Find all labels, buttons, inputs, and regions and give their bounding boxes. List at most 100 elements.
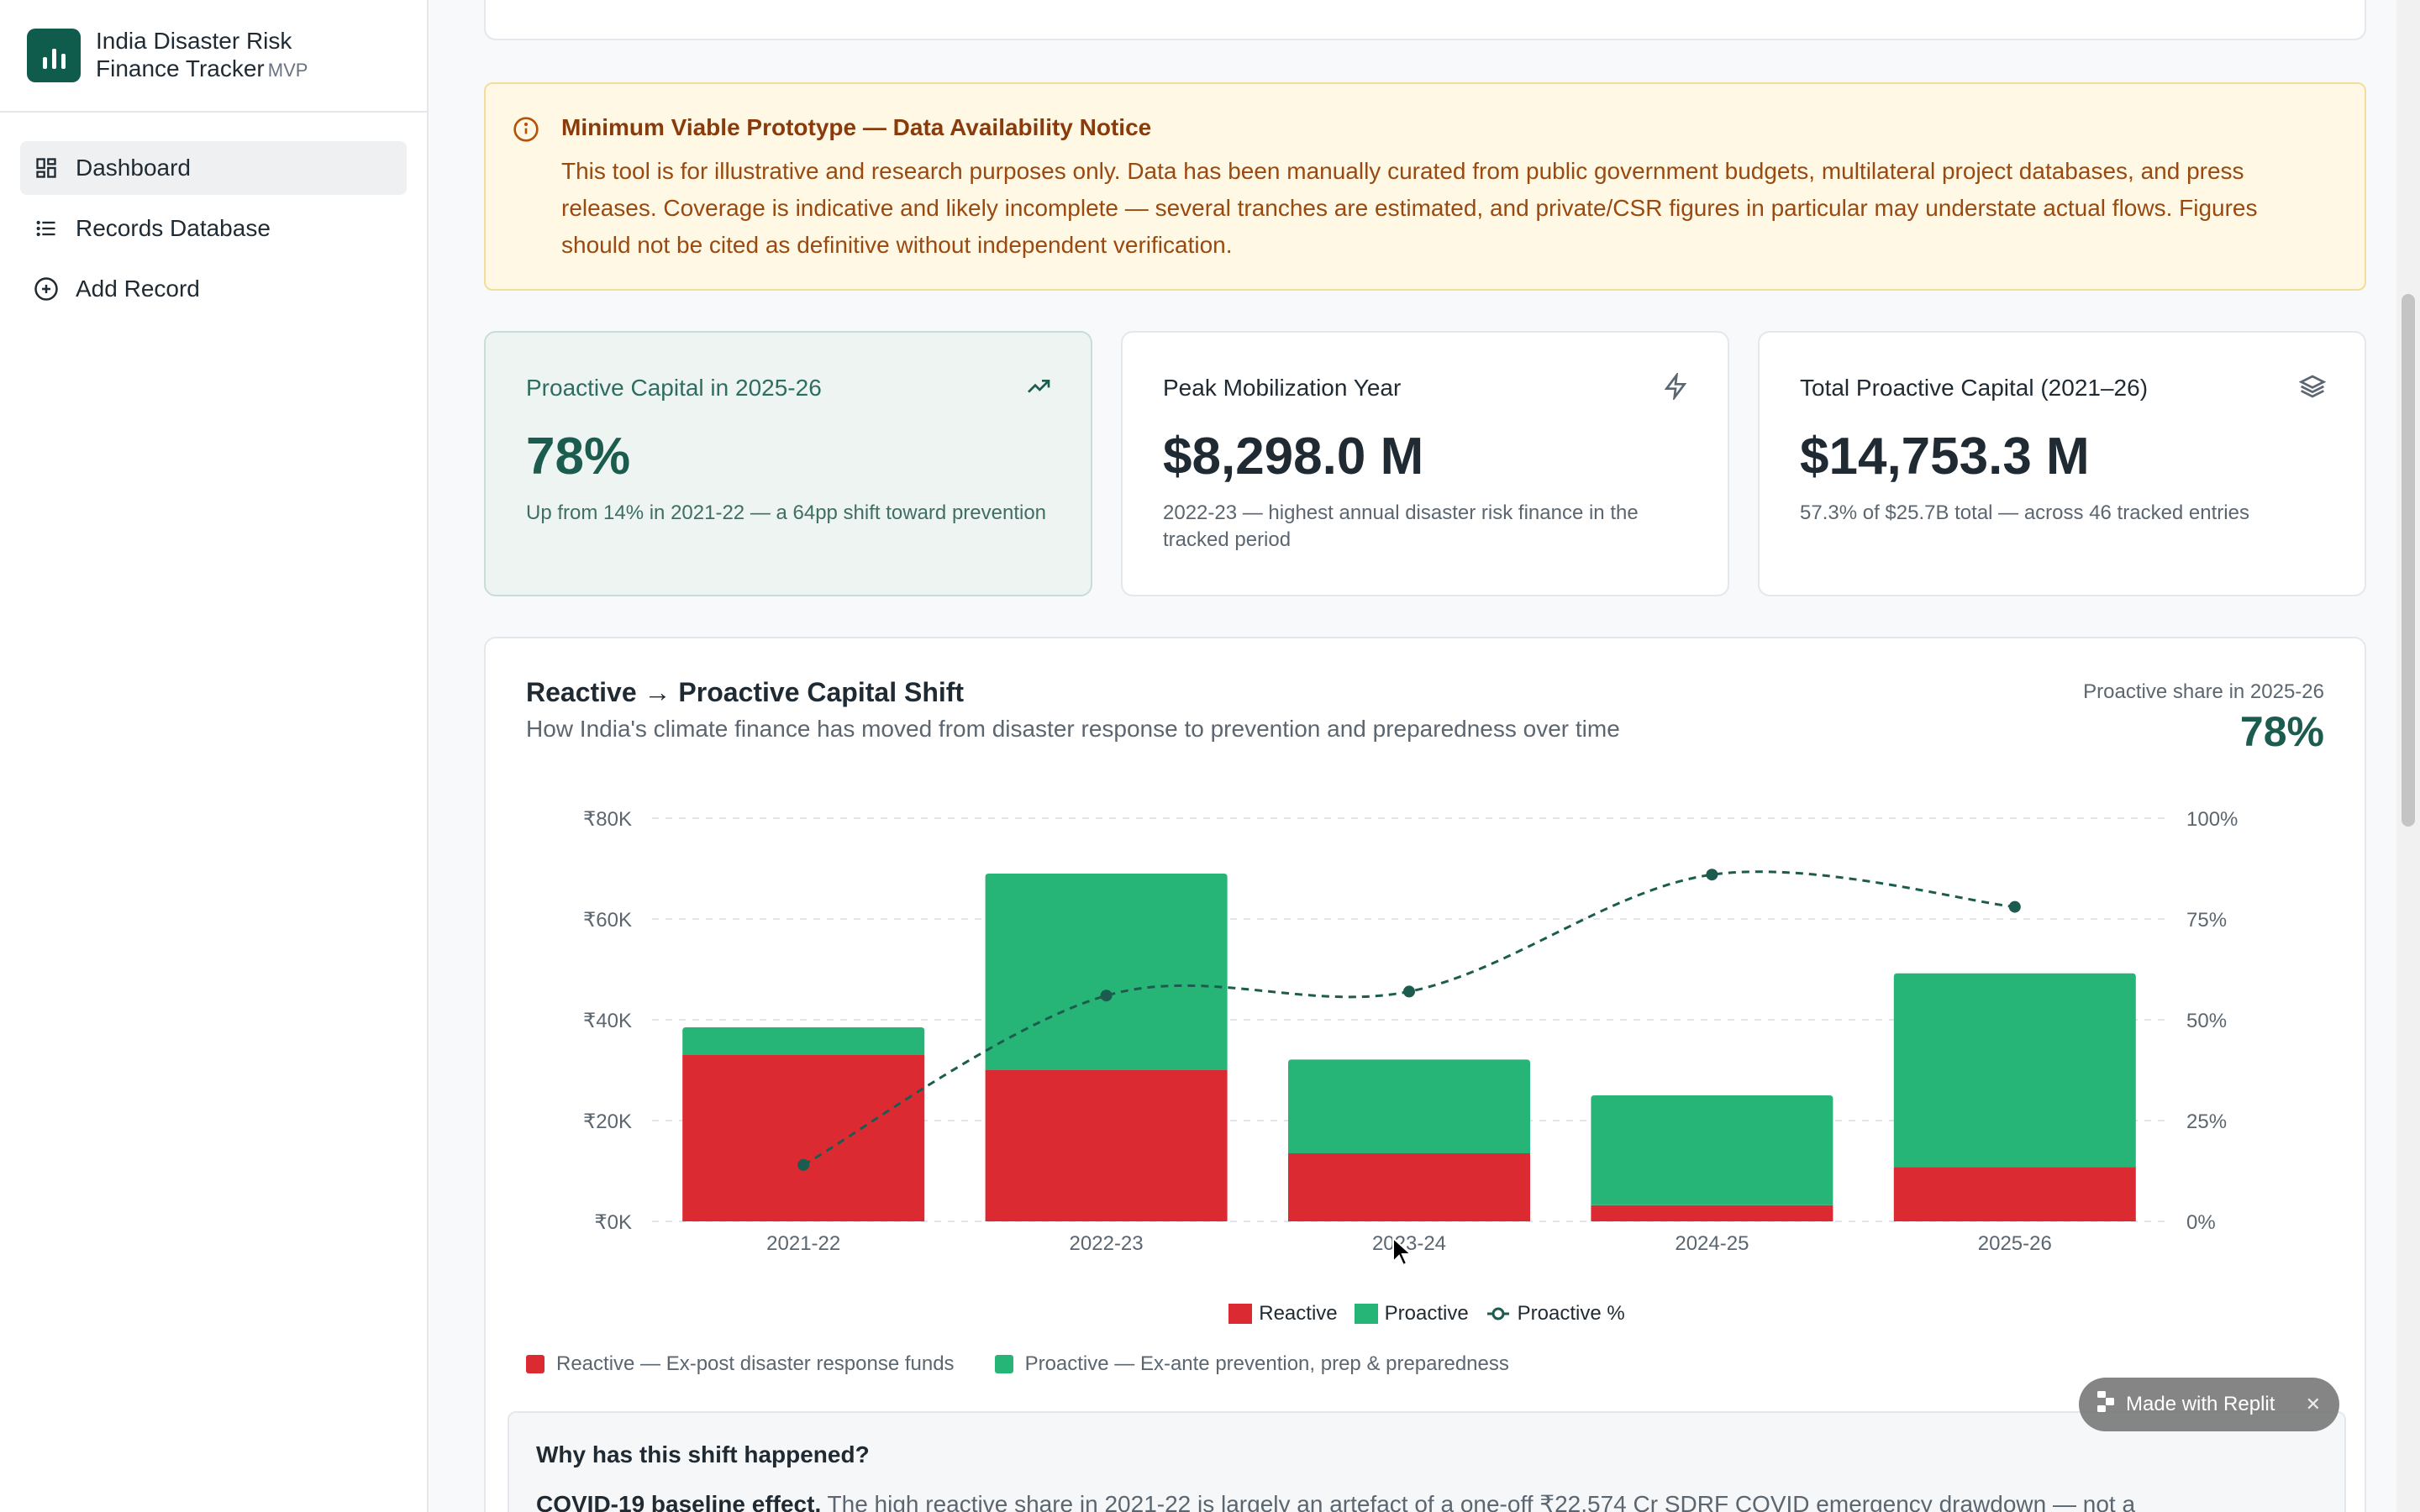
sidebar: India Disaster Risk Finance Tracker MVP D… (0, 0, 429, 1512)
y2-tick-label: 0% (2186, 1211, 2216, 1234)
x-tick-label: 2023-24 (1372, 1232, 1446, 1255)
why-shift-box: Why has this shift happened? COVID-19 ba… (508, 1411, 2346, 1512)
y-tick-label: ₹20K (583, 1110, 632, 1133)
sidebar-item-records-database[interactable]: Records Database (20, 202, 407, 255)
share-label: Proactive share in 2025-26 (2083, 680, 2324, 703)
key-label: Proactive — Ex-ante prevention, prep & p… (1024, 1352, 1509, 1375)
notice-body: This tool is for illustrative and resear… (561, 158, 2258, 258)
info-icon (513, 116, 539, 147)
line-marker-icon (1486, 1307, 1509, 1320)
chart-key: Reactive — Ex-post disaster response fun… (526, 1352, 1509, 1376)
bar-proactive (985, 874, 1228, 1070)
close-icon[interactable]: ✕ (2305, 1394, 2321, 1415)
x-tick-label: 2025-26 (1978, 1232, 2052, 1255)
proactive-pct-point (1706, 869, 1718, 881)
legend-item-proactive-pct[interactable]: Proactive % (1486, 1302, 1625, 1326)
proactive-pct-point (2008, 900, 2021, 913)
stacked-bar-chart: ₹0K ₹20K ₹40K ₹60K ₹80K 0% 25% 50% 75% 100% 2021-2… (583, 808, 2238, 1255)
sidebar-item-label: Dashboard (76, 155, 191, 181)
x-tick-label: 2022-23 (1070, 1232, 1144, 1255)
notice-title: Minimum Viable Prototype — Data Availabi… (561, 114, 1152, 140)
y2-tick-label: 25% (2186, 1110, 2227, 1133)
kpi-card-proactive-share: Proactive Capital in 2025-26 78% Up from… (484, 331, 1092, 596)
key-label: Reactive — Ex-post disaster response fun… (556, 1352, 955, 1375)
kpi-subtext: 2022-23 — highest annual disaster risk f… (1163, 501, 1639, 551)
bar-reactive (1893, 1167, 2136, 1221)
mvp-badge: MVP (267, 60, 308, 81)
sidebar-item-label: Add Record (76, 276, 200, 302)
list-icon (34, 216, 59, 241)
sidebar-item-dashboard[interactable]: Dashboard (20, 141, 407, 195)
kpi-label: Total Proactive Capital (2021–26) (1800, 375, 2149, 401)
made-with-replit-badge[interactable]: Made with Replit ✕ (2079, 1378, 2339, 1431)
kpi-card-peak-year: Peak Mobilization Year $8,298.0 M 2022-2… (1121, 331, 1729, 596)
legend-item-proactive[interactable]: Proactive (1354, 1302, 1469, 1326)
dashboard-grid-icon (34, 155, 59, 181)
y-tick-label: ₹0K (594, 1211, 632, 1234)
lightning-icon (1662, 370, 1689, 404)
proactive-swatch (1354, 1304, 1378, 1324)
sidebar-item-add-record[interactable]: Add Record (20, 262, 407, 316)
kpi-value: $14,753.3 M (1800, 428, 2090, 486)
legend-item-reactive[interactable]: Reactive (1228, 1302, 1338, 1326)
kpi-label: Proactive Capital in 2025-26 (526, 375, 822, 401)
key-item-proactive: Proactive — Ex-ante prevention, prep & p… (994, 1352, 1509, 1376)
sidebar-item-label: Records Database (76, 215, 271, 241)
kpi-row: Proactive Capital in 2025-26 78% Up from… (484, 331, 2366, 596)
proactive-key-swatch (994, 1355, 1013, 1373)
proactive-pct-point (797, 1158, 810, 1171)
chart-subtitle: How India's climate finance has moved fr… (526, 716, 1620, 742)
kpi-value: $8,298.0 M (1163, 428, 1424, 486)
kpi-subtext: Up from 14% in 2021-22 — a 64pp shift to… (526, 501, 1047, 524)
key-item-reactive: Reactive — Ex-post disaster response fun… (526, 1352, 955, 1376)
replit-label: Made with Replit (2126, 1393, 2275, 1415)
legend-label: Proactive % (1517, 1302, 1625, 1325)
bar-chart-logo-icon (27, 29, 81, 82)
y-tick-label: ₹60K (583, 909, 632, 932)
kpi-card-total-proactive: Total Proactive Capital (2021–26) $14,75… (1758, 331, 2366, 596)
replit-logo-icon (2097, 1390, 2116, 1419)
legend-label: Reactive (1259, 1302, 1338, 1325)
proactive-pct-point (1100, 990, 1113, 1002)
brand-title-line1: India Disaster Risk (96, 28, 292, 54)
trending-up-icon (1025, 373, 1052, 404)
y-tick-label: ₹80K (583, 808, 632, 831)
y-tick-label: ₹40K (583, 1010, 632, 1032)
reactive-swatch (1228, 1304, 1253, 1324)
layers-icon (2298, 373, 2327, 404)
x-tick-label: 2024-25 (1675, 1232, 1749, 1255)
sidebar-nav: Dashboard Records Database Add Record (0, 113, 427, 351)
legend-label: Proactive (1384, 1302, 1469, 1325)
bar-proactive (1288, 1059, 1530, 1153)
share-value: 78% (2239, 708, 2324, 755)
y2-tick-label: 50% (2186, 1010, 2227, 1032)
bar-reactive (1591, 1205, 1833, 1221)
y2-tick-label: 100% (2186, 808, 2238, 831)
bar-proactive (1591, 1095, 1833, 1205)
plus-circle-icon (34, 276, 59, 302)
reactive-key-swatch (526, 1355, 544, 1373)
page-scrollbar[interactable] (2396, 0, 2420, 1512)
bar-reactive (682, 1055, 925, 1221)
why-title: Why has this shift happened? (536, 1441, 870, 1467)
bar-reactive (985, 1070, 1228, 1221)
kpi-subtext: 57.3% of $25.7B total — across 46 tracke… (1800, 501, 2249, 524)
scrollbar-thumb[interactable] (2402, 294, 2415, 827)
bar-proactive (1893, 973, 2136, 1168)
previous-card (484, 0, 2366, 40)
brand-header[interactable]: India Disaster Risk Finance Tracker MVP (0, 0, 427, 113)
kpi-label: Peak Mobilization Year (1163, 375, 1402, 401)
kpi-value: 78% (526, 428, 631, 486)
brand-title-line2: Finance Tracker (96, 55, 265, 81)
chart-title: Reactive → Proactive Capital Shift (526, 677, 965, 707)
proactive-pct-point (1403, 985, 1415, 998)
why-body: The high reactive share in 2021-22 is la… (827, 1491, 2136, 1512)
chart-legend: Reactive Proactive Proactive % (486, 1302, 2368, 1326)
why-lead: COVID-19 baseline effect. (536, 1491, 822, 1512)
capital-shift-chart-card: Reactive → Proactive Capital Shift How I… (484, 637, 2366, 1512)
y2-tick-label: 75% (2186, 909, 2227, 932)
bar-proactive (682, 1027, 925, 1055)
bar-reactive (1288, 1153, 1530, 1221)
x-tick-label: 2021-22 (766, 1232, 840, 1255)
mouse-cursor-icon (1392, 1236, 1413, 1267)
